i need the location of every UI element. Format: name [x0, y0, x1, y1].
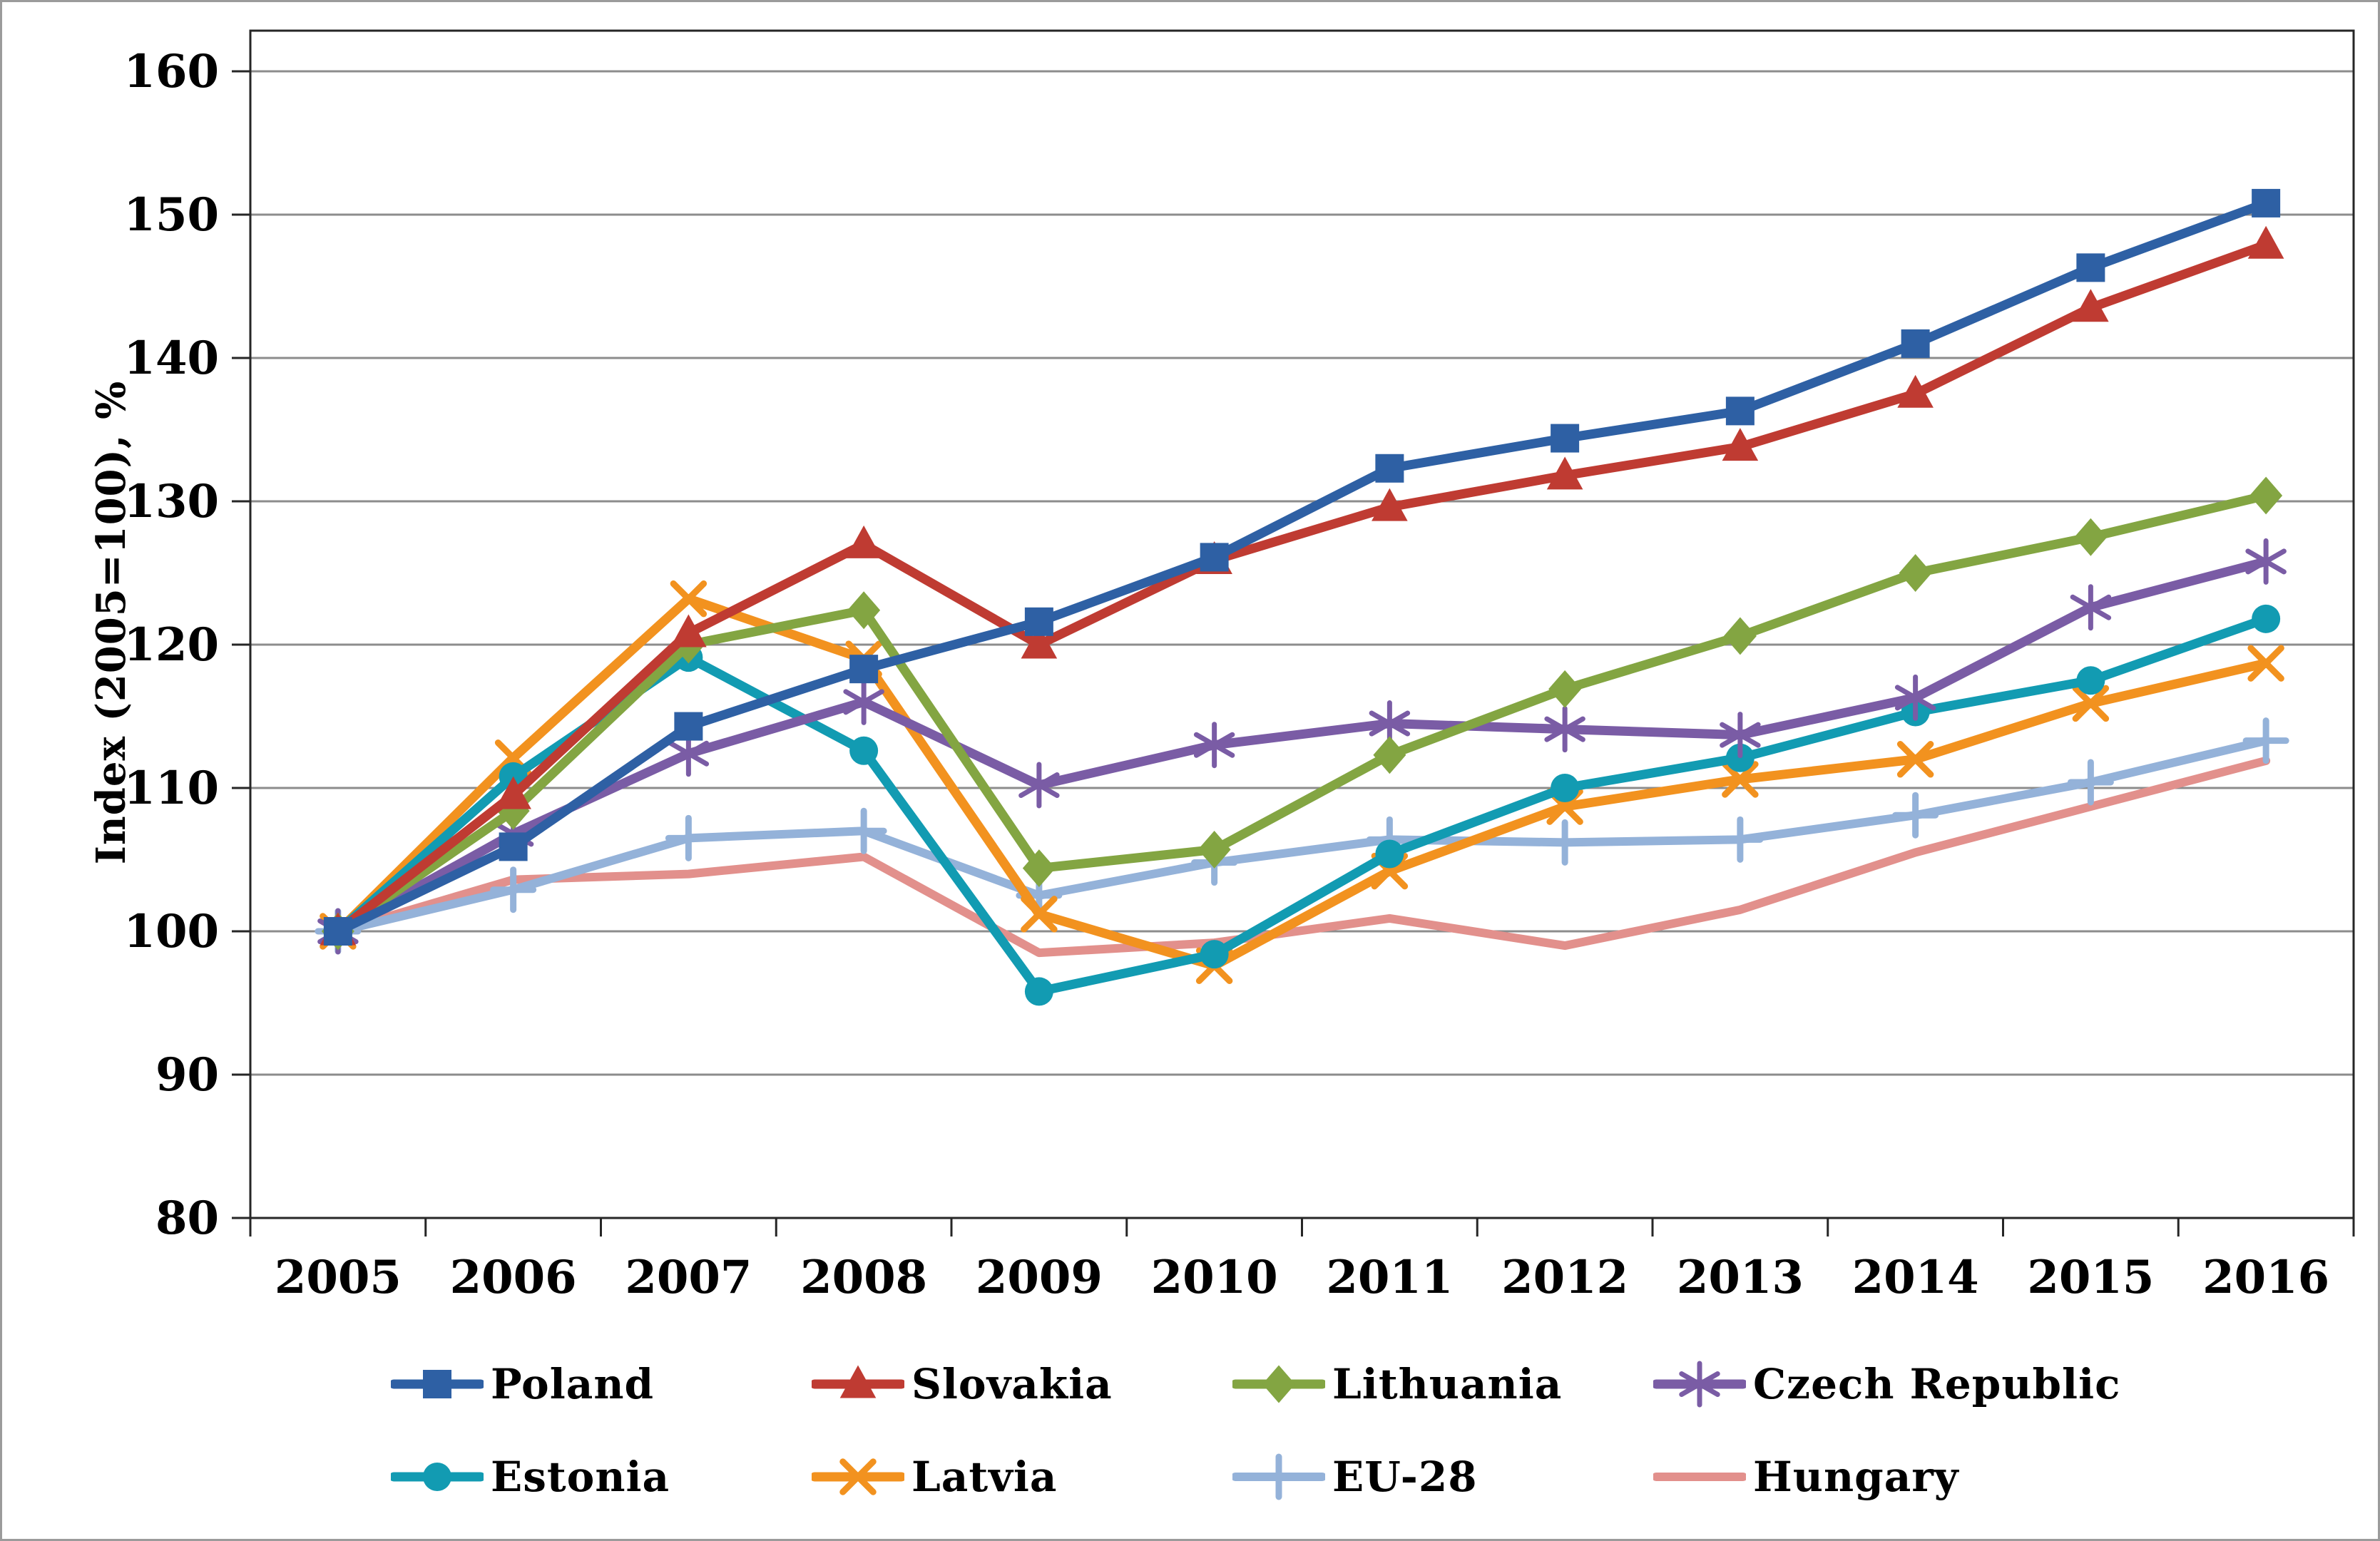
series-line: [333, 556, 2271, 936]
czech-republic-line-marker-icon: [1651, 1358, 1748, 1410]
x-tick-label: 2014: [1852, 1251, 1979, 1304]
legend-item-czech-republic: Czech Republic: [1651, 1353, 2121, 1415]
legend-item-poland: Poland: [389, 1353, 655, 1415]
series-hungary: [333, 756, 2271, 958]
legend-label: Lithuania: [1332, 1360, 1563, 1408]
y-tick-label: 130: [123, 475, 219, 528]
y-tick-label: 150: [123, 188, 219, 242]
y-tick-label: 140: [123, 332, 219, 385]
y-tick-label: 120: [123, 618, 219, 672]
x-tick-label: 2016: [2202, 1251, 2329, 1304]
legend-label: Latvia: [911, 1453, 1058, 1501]
eu-28-line-marker-icon: [1231, 1451, 1327, 1502]
series-line: [333, 594, 2271, 971]
lithuania-line-marker-icon: [1230, 1358, 1327, 1410]
legend-label: Slovakia: [911, 1360, 1113, 1408]
series-line: [333, 756, 2271, 958]
x-tick-label: 2013: [1677, 1251, 1804, 1304]
hungary-line-marker-icon: [1652, 1451, 1747, 1502]
legend-item-eu-28: EU-28: [1231, 1446, 1478, 1507]
legend-label: Hungary: [1753, 1453, 1959, 1501]
y-tick-label: 110: [123, 762, 219, 815]
x-tick-label: 2006: [450, 1251, 577, 1304]
legend-label: EU-28: [1332, 1453, 1478, 1501]
legend-item-lithuania: Lithuania: [1230, 1353, 1563, 1415]
legend-label: Estonia: [491, 1453, 670, 1501]
chart-legend: Poland Slovakia Lithuania Czech Republic…: [2, 1325, 2378, 1539]
x-tick-label: 2009: [976, 1251, 1103, 1304]
x-tick-label: 2010: [1151, 1251, 1278, 1304]
y-tick-label: 160: [123, 45, 219, 98]
series-line: [333, 198, 2271, 936]
poland-line-marker-icon: [389, 1358, 486, 1410]
y-tick-label: 100: [123, 905, 219, 958]
y-tick-label: 80: [155, 1192, 219, 1245]
legend-label: Czech Republic: [1753, 1360, 2121, 1408]
x-tick-label: 2012: [1501, 1251, 1628, 1304]
legend-item-latvia: Latvia: [809, 1446, 1058, 1507]
series-line: [333, 491, 2271, 936]
estonia-line-marker-icon: [389, 1451, 486, 1502]
x-tick-label: 2007: [625, 1251, 752, 1304]
plot-area-border: [249, 29, 2355, 1219]
legend-item-estonia: Estonia: [389, 1446, 670, 1507]
legend-item-hungary: Hungary: [1652, 1446, 1959, 1507]
series-poland: [323, 188, 2281, 946]
x-tick-label: 2011: [1326, 1251, 1453, 1304]
x-tick-label: 2005: [275, 1251, 402, 1304]
latvia-line-marker-icon: [809, 1451, 906, 1502]
series-line: [333, 240, 2271, 936]
slovakia-line-marker-icon: [809, 1358, 906, 1410]
x-tick-label: 2015: [2027, 1251, 2154, 1304]
legend-item-slovakia: Slovakia: [809, 1353, 1113, 1415]
x-tick-label: 2008: [800, 1251, 927, 1304]
legend-label: Poland: [491, 1360, 655, 1408]
series-line: [333, 736, 2271, 936]
y-tick-label: 90: [155, 1048, 219, 1102]
series-czech-republic: [317, 538, 2287, 955]
